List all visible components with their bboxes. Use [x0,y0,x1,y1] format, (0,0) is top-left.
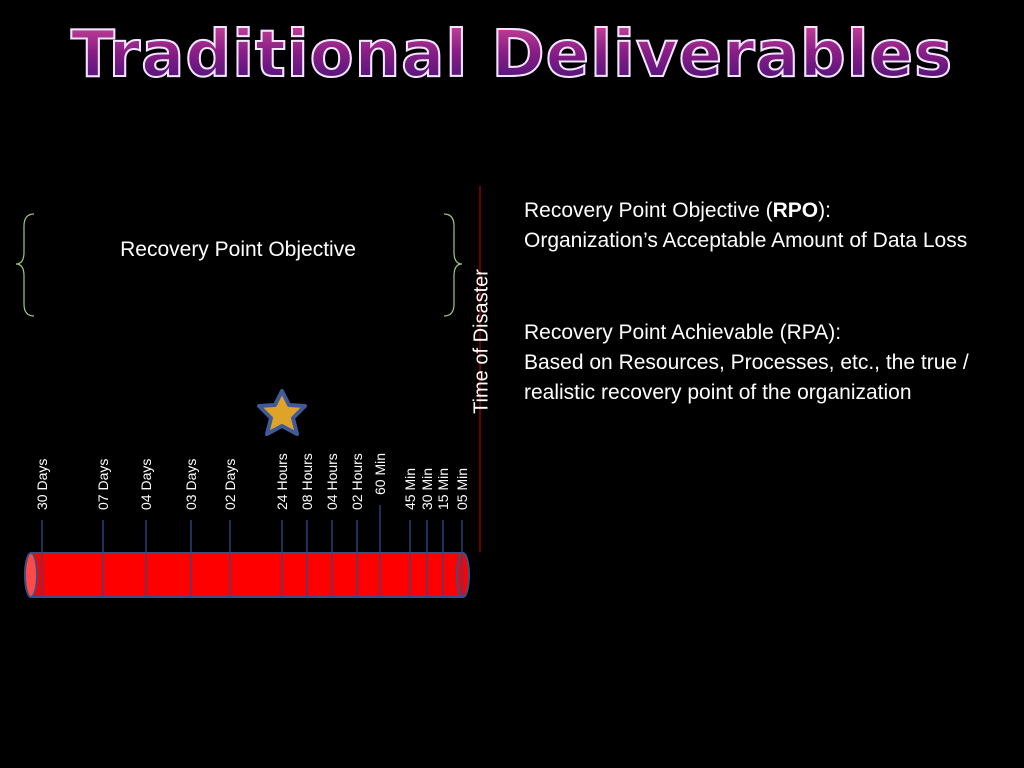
timeline-bar [30,552,464,598]
slide-title: Traditional Deliverables [0,17,1024,93]
tick-label: 02 Hours [349,453,365,510]
star-marker-icon [257,389,307,436]
rpa-definition: Recovery Point Achievable (RPA): Based o… [524,318,1014,408]
tick-label: 04 Days [138,458,154,510]
tick-label: 02 Days [222,458,238,510]
rpo-right-brace [443,213,463,317]
tick-label: 08 Hours [299,453,315,510]
rpa-title: Recovery Point Achievable (RPA): [524,321,842,344]
tick-label: 24 Hours [274,453,290,510]
timeline-bar-left-cap [24,552,38,598]
rpo-definition: Recovery Point Objective (RPO): Organiza… [524,196,1014,256]
rpo-description: Organization’s Acceptable Amount of Data… [524,229,968,252]
rpo-bracket-label: Recovery Point Objective [120,238,356,261]
rpo-abbrev: RPO [772,199,819,222]
rpo-title-prefix: Recovery Point Objective ( [524,199,773,222]
tick-label: 05 Min [454,467,470,510]
rpa-description: Based on Resources, Processes, etc., the… [524,351,969,404]
time-of-disaster-label: Time of Disaster [470,269,493,414]
rpo-left-brace [15,213,35,317]
tick-label: 60 Min [372,452,388,495]
timeline-bar-right-cap [456,552,470,598]
tick-label: 07 Days [95,458,111,510]
tick-label: 03 Days [183,458,199,510]
tick-label: 30 Days [34,458,50,510]
rpo-title-suffix: ): [818,199,831,222]
tick-label: 04 Hours [324,453,340,510]
